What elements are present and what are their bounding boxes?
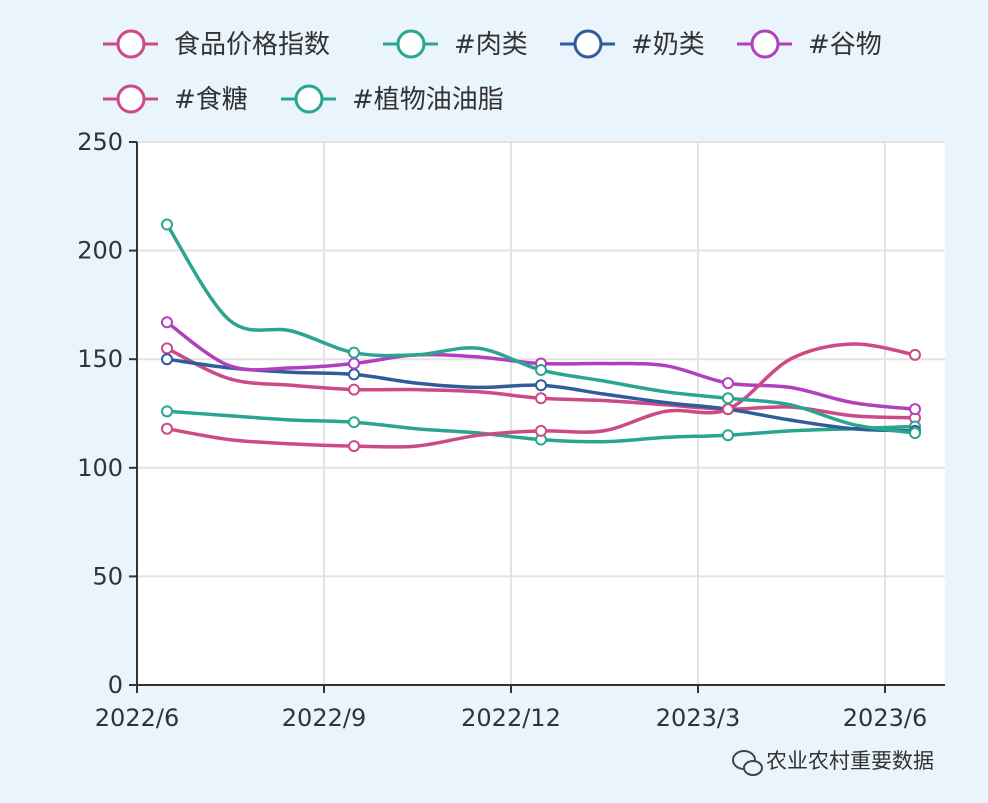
series-point [348,440,360,453]
series-5 [161,218,921,440]
series-point [909,427,921,440]
series-point [348,346,360,359]
legend-label: #食糖 [174,85,248,115]
series-point [348,368,360,381]
watermark-text: 农业农村重要数据 [766,749,934,773]
series-point [722,429,734,442]
series-3 [161,316,921,416]
legend-swatch-marker [116,29,146,59]
legend-label: #谷物 [808,30,882,60]
series-point [535,364,547,377]
series-point [909,403,921,416]
y-axis-ticks: 0 50 100 150 200 250 [77,128,137,699]
legend-swatch-marker [294,84,324,114]
y-tick-label: 250 [77,128,123,156]
y-tick-label: 0 [108,671,123,699]
watermark: 农业农村重要数据 [732,749,934,776]
legend-swatch-marker [573,29,603,59]
series-point [535,392,547,405]
series-point [161,342,173,355]
y-tick-label: 100 [77,454,123,482]
series-line [165,223,916,435]
series-point [909,348,921,361]
legend-item: #肉类 [383,29,528,60]
series-point [161,405,173,418]
legend-item: #植物油油脂 [281,84,504,115]
wechat-icon [732,750,763,776]
x-tick-label: 2022/6 [95,704,179,732]
legend-item: 食品价格指数 [103,29,330,60]
y-tick-label: 50 [92,562,123,590]
legend-item: #谷物 [737,29,882,60]
y-tick-label: 200 [77,237,123,265]
axes [136,142,945,686]
series-point [722,392,734,405]
series-4 [161,342,921,453]
legend-swatch-marker [116,84,146,114]
legend-swatch-marker [396,29,426,59]
series-point [348,357,360,370]
x-tick-label: 2022/9 [282,704,366,732]
legend: 食品价格指数 #肉类 #奶类 #谷物 #食糖 #植物油油脂 [103,29,882,115]
legend-swatch-marker [750,29,780,59]
series-point [535,424,547,437]
series-point [348,383,360,396]
x-axis-ticks: 2022/6 2022/9 2022/12 2023/3 2023/6 [95,685,927,732]
series-point [161,316,173,329]
series-point [348,416,360,429]
series-point [161,422,173,435]
series-point [535,379,547,392]
series-layer [161,218,921,453]
x-tick-label: 2023/6 [843,704,927,732]
y-tick-label: 150 [77,345,123,373]
series-point [722,377,734,390]
series-point [161,218,173,231]
plot-area [137,142,945,685]
legend-item: #奶类 [560,29,705,60]
legend-item: #食糖 [103,84,248,115]
series-point [722,403,734,416]
series-line [166,342,916,449]
series-point [161,353,173,366]
x-tick-label: 2023/3 [656,704,740,732]
legend-label: 食品价格指数 [174,30,330,60]
x-tick-label: 2022/12 [461,704,561,732]
legend-label: #奶类 [631,30,705,60]
legend-label: #肉类 [454,30,528,60]
legend-label: #植物油油脂 [352,85,504,115]
